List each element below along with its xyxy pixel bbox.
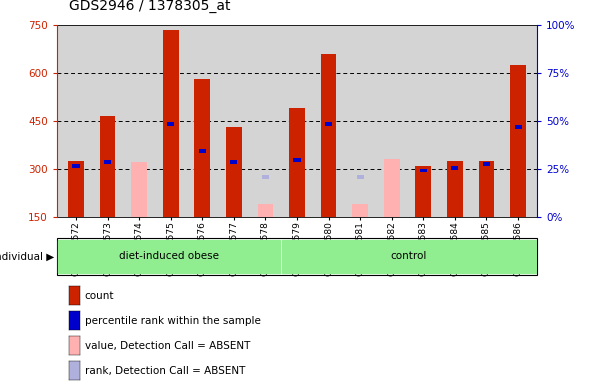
Text: individual ▶: individual ▶ [0,251,54,262]
Bar [415,166,431,217]
Bar [451,166,458,170]
Bar [226,127,242,217]
Bar [384,159,400,217]
Bar [131,162,147,217]
Bar [420,169,427,172]
Bar [289,108,305,217]
Bar [230,160,238,164]
Bar [447,161,463,217]
Bar [356,175,364,179]
Bar [282,240,536,273]
Text: GDS2946 / 1378305_at: GDS2946 / 1378305_at [69,0,230,13]
Text: control: control [391,251,427,261]
Bar [293,158,301,162]
Bar [510,65,526,217]
Bar [515,125,521,129]
Text: rank, Detection Call = ABSENT: rank, Detection Call = ABSENT [85,366,245,376]
Text: count: count [85,291,114,301]
Text: diet-induced obese: diet-induced obese [119,251,219,261]
Bar [58,240,280,273]
Bar [163,30,179,217]
Bar [199,149,206,153]
Bar [483,162,490,166]
Text: percentile rank within the sample: percentile rank within the sample [85,316,260,326]
Bar [104,160,111,164]
Bar [352,204,368,217]
Bar [325,122,332,126]
Bar [479,161,494,217]
Bar [262,175,269,179]
Bar [73,164,79,168]
Bar [194,79,210,217]
Bar [167,122,174,126]
Text: value, Detection Call = ABSENT: value, Detection Call = ABSENT [85,341,250,351]
Bar [68,161,84,217]
Bar [100,116,115,217]
Bar [257,204,274,217]
Bar [320,54,337,217]
